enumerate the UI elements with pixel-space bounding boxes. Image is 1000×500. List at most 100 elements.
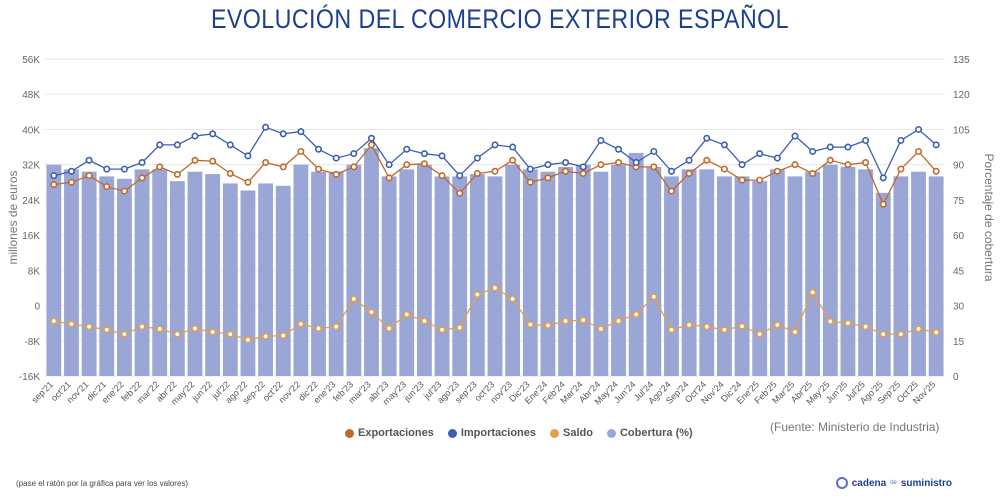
exportaciones-point[interactable]	[667, 187, 675, 195]
cobertura-bar[interactable]	[81, 171, 97, 376]
legend-item-exportaciones[interactable]: Exportaciones	[345, 427, 434, 439]
exportaciones-point[interactable]	[138, 174, 146, 182]
importaciones-point[interactable]	[473, 154, 481, 162]
cobertura-bar[interactable]	[222, 183, 238, 376]
saldo-point[interactable]	[244, 336, 252, 344]
exportaciones-point[interactable]	[315, 165, 323, 173]
cobertura-bar[interactable]	[928, 176, 944, 376]
cobertura-bar[interactable]	[364, 148, 379, 376]
exportaciones-point[interactable]	[420, 160, 428, 168]
importaciones-point[interactable]	[438, 152, 446, 160]
saldo-point[interactable]	[473, 291, 481, 299]
saldo-point[interactable]	[491, 284, 499, 292]
cobertura-bar[interactable]	[628, 152, 644, 376]
saldo-point[interactable]	[420, 317, 428, 325]
importaciones-point[interactable]	[138, 158, 146, 166]
exportaciones-point[interactable]	[526, 178, 534, 186]
legend-item-importaciones[interactable]: Importaciones	[447, 427, 536, 439]
cobertura-bar[interactable]	[558, 167, 573, 376]
importaciones-point[interactable]	[403, 145, 411, 153]
exportaciones-point[interactable]	[491, 167, 499, 175]
cobertura-bar[interactable]	[381, 176, 397, 376]
saldo-point[interactable]	[562, 317, 570, 325]
exportaciones-point[interactable]	[226, 169, 234, 177]
importaciones-point[interactable]	[350, 150, 358, 158]
saldo-point[interactable]	[915, 325, 923, 333]
importaciones-point[interactable]	[156, 141, 164, 149]
exportaciones-point[interactable]	[738, 176, 746, 184]
saldo-point[interactable]	[526, 320, 534, 328]
cobertura-bar[interactable]	[858, 169, 873, 376]
saldo-point[interactable]	[632, 310, 640, 318]
importaciones-point[interactable]	[773, 154, 781, 162]
importaciones-point[interactable]	[915, 125, 923, 133]
importaciones-point[interactable]	[209, 130, 217, 138]
exportaciones-point[interactable]	[509, 156, 517, 164]
saldo-point[interactable]	[103, 326, 111, 334]
saldo-point[interactable]	[438, 326, 446, 334]
saldo-point[interactable]	[279, 331, 287, 339]
exportaciones-point[interactable]	[720, 165, 728, 173]
saldo-point[interactable]	[791, 328, 799, 336]
importaciones-point[interactable]	[332, 154, 340, 162]
exportaciones-point[interactable]	[438, 172, 446, 180]
cobertura-bar[interactable]	[699, 169, 715, 376]
importaciones-point[interactable]	[120, 165, 128, 173]
saldo-point[interactable]	[156, 325, 164, 333]
cobertura-bar[interactable]	[646, 167, 662, 376]
cobertura-bar[interactable]	[893, 176, 909, 376]
exportaciones-point[interactable]	[756, 176, 764, 184]
saldo-point[interactable]	[297, 320, 305, 328]
cobertura-bar[interactable]	[187, 171, 203, 376]
cobertura-bar[interactable]	[840, 167, 856, 376]
importaciones-point[interactable]	[50, 172, 58, 180]
cobertura-bar[interactable]	[787, 176, 803, 376]
cobertura-bar[interactable]	[593, 171, 609, 376]
exportaciones-point[interactable]	[473, 169, 481, 177]
saldo-point[interactable]	[579, 316, 587, 324]
exportaciones-point[interactable]	[367, 141, 375, 149]
cobertura-bar[interactable]	[169, 181, 185, 376]
cobertura-bar[interactable]	[134, 169, 150, 376]
exportaciones-point[interactable]	[403, 161, 411, 169]
cobertura-bar[interactable]	[805, 171, 821, 376]
exportaciones-point[interactable]	[685, 169, 693, 177]
importaciones-point[interactable]	[597, 136, 605, 144]
importaciones-point[interactable]	[632, 158, 640, 166]
exportaciones-point[interactable]	[650, 163, 658, 171]
importaciones-point[interactable]	[826, 143, 834, 151]
cobertura-bar[interactable]	[328, 171, 344, 376]
importaciones-point[interactable]	[809, 147, 817, 155]
cobertura-bar[interactable]	[240, 190, 256, 376]
exportaciones-point[interactable]	[50, 180, 58, 188]
cobertura-bar[interactable]	[469, 174, 485, 376]
cobertura-bar[interactable]	[46, 164, 62, 376]
cobertura-bar[interactable]	[664, 176, 679, 376]
saldo-point[interactable]	[332, 323, 340, 331]
exportaciones-point[interactable]	[244, 178, 252, 186]
saldo-point[interactable]	[544, 321, 552, 329]
exportaciones-point[interactable]	[773, 167, 781, 175]
importaciones-point[interactable]	[385, 161, 393, 169]
importaciones-point[interactable]	[703, 134, 711, 142]
importaciones-point[interactable]	[862, 136, 870, 144]
importaciones-point[interactable]	[456, 172, 464, 180]
cobertura-bar[interactable]	[822, 164, 838, 376]
saldo-point[interactable]	[738, 322, 746, 330]
importaciones-point[interactable]	[667, 167, 675, 175]
importaciones-point[interactable]	[756, 150, 764, 158]
importaciones-point[interactable]	[932, 141, 940, 149]
cobertura-bar[interactable]	[452, 176, 468, 376]
exportaciones-point[interactable]	[615, 158, 623, 166]
exportaciones-point[interactable]	[562, 167, 570, 175]
importaciones-point[interactable]	[791, 132, 799, 140]
exportaciones-point[interactable]	[844, 161, 852, 169]
importaciones-point[interactable]	[579, 163, 587, 171]
importaciones-point[interactable]	[897, 136, 905, 144]
saldo-point[interactable]	[50, 317, 58, 325]
cobertura-bar[interactable]	[99, 176, 115, 376]
exportaciones-point[interactable]	[544, 174, 552, 182]
exportaciones-point[interactable]	[297, 147, 305, 155]
importaciones-point[interactable]	[738, 161, 746, 169]
